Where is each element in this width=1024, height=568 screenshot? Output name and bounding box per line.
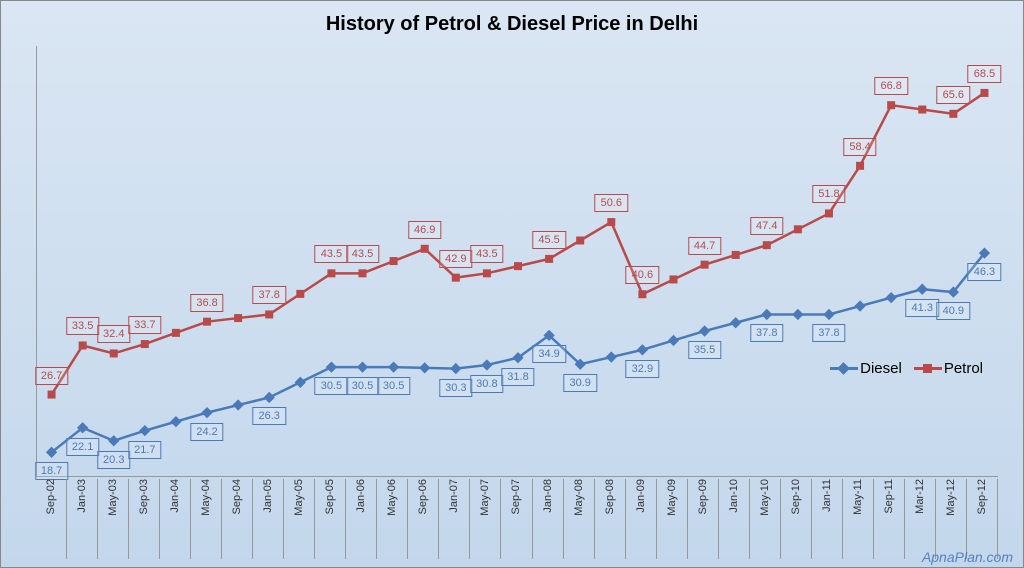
x-axis-label: Jan-10 <box>719 479 750 559</box>
petrol-data-label: 58.4 <box>843 138 876 156</box>
x-axis-label: Jan-04 <box>160 479 191 559</box>
petrol-data-label: 43.5 <box>346 245 379 263</box>
diesel-data-label: 31.8 <box>501 368 534 386</box>
x-axis-label: Mar-12 <box>905 479 936 559</box>
x-axis-label: May-12 <box>936 479 967 559</box>
diesel-data-label: 46.3 <box>968 263 1001 281</box>
diesel-data-label: 37.8 <box>812 324 845 342</box>
petrol-data-label: 33.5 <box>66 317 99 335</box>
legend-diesel: Diesel <box>830 360 902 377</box>
x-axis-label: Jan-06 <box>346 479 377 559</box>
x-axis-label: Sep-05 <box>315 479 346 559</box>
legend-diesel-label: Diesel <box>860 360 902 377</box>
square-icon <box>923 364 932 373</box>
x-axis-label: Sep-04 <box>222 479 253 559</box>
diesel-data-label: 21.7 <box>128 441 161 459</box>
x-axis-label: Sep-06 <box>408 479 439 559</box>
petrol-data-label: 37.8 <box>253 286 286 304</box>
diesel-data-label: 32.9 <box>626 360 659 378</box>
diesel-data-label: 18.7 <box>35 462 68 480</box>
diesel-data-label: 30.5 <box>377 377 410 395</box>
diesel-data-label: 30.5 <box>346 377 379 395</box>
diesel-data-label: 35.5 <box>688 341 721 359</box>
petrol-data-label: 65.6 <box>937 86 970 104</box>
legend: Diesel Petrol <box>830 360 983 377</box>
x-axis-label: Sep-09 <box>688 479 719 559</box>
diesel-data-label: 20.3 <box>97 451 130 469</box>
petrol-data-label: 33.7 <box>128 316 161 334</box>
x-axis-label: Sep-08 <box>595 479 626 559</box>
petrol-data-label: 43.5 <box>470 245 503 263</box>
petrol-data-label: 47.4 <box>750 217 783 235</box>
petrol-data-label: 44.7 <box>688 237 721 255</box>
x-axis-label: May-09 <box>657 479 688 559</box>
petrol-data-label: 42.9 <box>439 250 472 268</box>
diesel-data-label: 30.5 <box>315 377 348 395</box>
x-axis-label: Jan-09 <box>626 479 657 559</box>
diamond-icon <box>837 362 850 375</box>
x-axis-label: May-07 <box>470 479 501 559</box>
x-axis-label: Sep-10 <box>781 479 812 559</box>
x-axis-label: May-03 <box>98 479 129 559</box>
legend-petrol-label: Petrol <box>944 360 983 377</box>
x-axis-label: May-04 <box>191 479 222 559</box>
x-axis-label: May-11 <box>843 479 874 559</box>
diesel-data-label: 22.1 <box>66 438 99 456</box>
x-axis-label: Jan-03 <box>67 479 98 559</box>
plot-area: 26.733.532.433.736.837.843.543.546.942.9… <box>36 46 998 477</box>
x-axis-label: Sep-07 <box>501 479 532 559</box>
petrol-data-label: 26.7 <box>35 367 68 385</box>
petrol-data-label: 40.6 <box>626 266 659 284</box>
petrol-data-label: 50.6 <box>595 194 628 212</box>
diesel-data-label: 37.8 <box>750 324 783 342</box>
x-axis-label: May-05 <box>284 479 315 559</box>
diesel-data-label: 41.3 <box>906 299 939 317</box>
petrol-data-label: 32.4 <box>97 325 130 343</box>
x-axis-label: Sep-03 <box>129 479 160 559</box>
diesel-data-label: 34.9 <box>532 345 565 363</box>
legend-petrol-line <box>914 367 942 370</box>
diesel-data-label: 24.2 <box>190 423 223 441</box>
diesel-data-label: 30.3 <box>439 379 472 397</box>
x-axis-label: May-08 <box>564 479 595 559</box>
watermark: ApnaPlan.com <box>922 549 1013 565</box>
petrol-data-label: 68.5 <box>968 65 1001 83</box>
diesel-data-label: 30.8 <box>470 375 503 393</box>
petrol-data-label: 51.8 <box>812 185 845 203</box>
x-axis-label: Jan-11 <box>812 479 843 559</box>
x-axis-label: May-10 <box>750 479 781 559</box>
x-axis-labels: Sep-02Jan-03May-03Sep-03Jan-04May-04Sep-… <box>36 479 998 559</box>
x-axis-label: Jan-05 <box>253 479 284 559</box>
petrol-data-label: 43.5 <box>315 245 348 263</box>
x-axis-label: Jan-08 <box>533 479 564 559</box>
chart-svg <box>36 46 998 477</box>
x-axis-label: Sep-12 <box>967 479 998 559</box>
legend-petrol: Petrol <box>914 360 983 377</box>
chart-container: History of Petrol & Diesel Price in Delh… <box>0 0 1024 568</box>
diesel-data-label: 26.3 <box>253 407 286 425</box>
diesel-data-label: 30.9 <box>563 374 596 392</box>
petrol-data-label: 66.8 <box>874 77 907 95</box>
petrol-data-label: 36.8 <box>190 294 223 312</box>
x-axis-label: Jan-07 <box>439 479 470 559</box>
chart-title: History of Petrol & Diesel Price in Delh… <box>1 13 1023 36</box>
x-axis-label: Sep-02 <box>36 479 67 559</box>
petrol-data-label: 46.9 <box>408 221 441 239</box>
petrol-data-label: 45.5 <box>532 231 565 249</box>
legend-diesel-line <box>830 367 858 370</box>
x-axis-label: May-06 <box>377 479 408 559</box>
diesel-data-label: 40.9 <box>937 302 970 320</box>
x-axis-label: Sep-11 <box>874 479 905 559</box>
